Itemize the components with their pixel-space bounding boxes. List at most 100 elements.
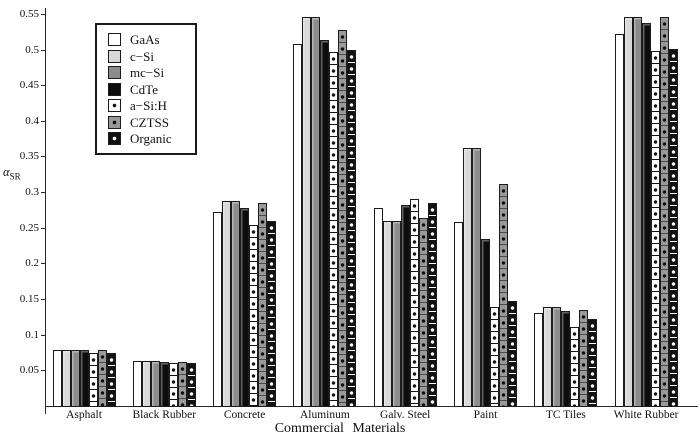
bar-CZTSS-aluminum — [338, 30, 347, 407]
bar-CZTSS-paint — [499, 184, 508, 407]
bar-mc-Si-aluminum — [311, 17, 320, 407]
bar-CdTe-white-rubber — [642, 23, 651, 407]
y-tick — [41, 120, 46, 122]
y-tick-label: 0.4 — [25, 114, 39, 127]
legend-item-gaas: GaAs — [108, 32, 195, 47]
y-tick-label: 0.1 — [25, 328, 39, 341]
bar-CZTSS-galv-steel — [419, 218, 428, 407]
bar-Organic-galv-steel — [428, 203, 437, 407]
bar-a-Si:H-asphalt — [89, 353, 98, 407]
x-category-label: Concrete — [223, 409, 266, 421]
legend-swatch-icon — [108, 115, 121, 129]
bar-Organic-paint — [508, 301, 517, 407]
y-tick-label: 0.55 — [19, 7, 39, 20]
bar-CZTSS-black-rubber — [178, 362, 187, 407]
x-category-label: White Rubber — [613, 409, 679, 421]
legend-item-c-si: c−Si — [108, 49, 195, 64]
y-tick — [41, 192, 46, 194]
bar-GaAs-tc-tiles — [534, 313, 543, 407]
legend-label: mc−Si — [130, 65, 165, 80]
bar-c-Si-white-rubber — [624, 17, 633, 407]
bar-a-Si:H-concrete — [249, 225, 258, 407]
bar-Organic-aluminum — [347, 50, 356, 407]
legend-swatch-icon — [108, 99, 121, 112]
legend-label: GaAs — [130, 32, 160, 47]
bar-CdTe-aluminum — [320, 40, 329, 407]
bar-GaAs-aluminum — [293, 44, 302, 407]
y-axis-title: αSR — [3, 165, 21, 182]
bar-a-Si:H-white-rubber — [651, 51, 660, 407]
bar-CdTe-tc-tiles — [561, 311, 570, 407]
legend-label: CdTe — [130, 81, 158, 97]
bar-Organic-black-rubber — [187, 363, 196, 407]
bar-c-Si-galv-steel — [383, 221, 392, 407]
legend-item-a-si-h: a−Si:H — [108, 98, 195, 113]
y-tick — [41, 85, 46, 87]
y-tick — [41, 299, 46, 301]
bar-CdTe-black-rubber — [160, 362, 169, 407]
bar-c-Si-black-rubber — [142, 361, 151, 407]
chart-legend: GaAs c−Si mc−Si CdTe a−Si:H CZTSS Organic — [95, 23, 197, 155]
y-tick-label: 0.25 — [19, 221, 39, 234]
bar-GaAs-black-rubber — [133, 361, 142, 407]
bar-c-Si-asphalt — [62, 350, 71, 407]
bar-CdTe-concrete — [240, 208, 249, 407]
bar-mc-Si-black-rubber — [151, 361, 160, 407]
bar-c-Si-paint — [463, 148, 472, 407]
bar-mc-Si-galv-steel — [392, 221, 401, 407]
legend-swatch-icon — [108, 33, 121, 46]
x-category-label: Galv. Steel — [380, 409, 431, 421]
y-tick — [41, 49, 46, 51]
legend-label: CZTSS — [130, 114, 170, 130]
bar-CdTe-galv-steel — [401, 205, 410, 407]
bar-a-Si:H-black-rubber — [169, 363, 178, 407]
alpha-subscript: SR — [9, 171, 21, 182]
bar-GaAs-white-rubber — [615, 34, 624, 407]
bar-mc-Si-tc-tiles — [552, 307, 561, 407]
bar-mc-Si-paint — [472, 148, 481, 407]
bar-Organic-concrete — [267, 221, 276, 407]
bar-CZTSS-white-rubber — [660, 17, 669, 407]
legend-swatch-icon — [108, 66, 121, 79]
x-category-label: Paint — [473, 409, 498, 421]
legend-swatch-icon — [108, 132, 121, 145]
bar-CZTSS-asphalt — [98, 350, 107, 407]
legend-item-organic: Organic — [108, 131, 195, 146]
bar-GaAs-paint — [454, 222, 463, 407]
bar-GaAs-asphalt — [53, 350, 62, 407]
bar-CZTSS-concrete — [258, 203, 267, 407]
bar-a-Si:H-galv-steel — [410, 199, 419, 407]
x-category-label: Aluminum — [299, 409, 350, 421]
legend-swatch-icon — [108, 82, 121, 96]
y-tick — [41, 334, 46, 336]
bar-Organic-tc-tiles — [588, 319, 597, 407]
bar-CdTe-paint — [481, 239, 490, 407]
bar-GaAs-concrete — [213, 212, 222, 407]
y-tick-label: 0.15 — [19, 293, 39, 306]
bar-Organic-asphalt — [107, 353, 116, 407]
y-tick — [41, 227, 46, 229]
y-axis-line — [45, 8, 46, 414]
x-category-label: Black Rubber — [132, 409, 197, 421]
y-tick-label: 0.3 — [25, 186, 39, 199]
bar-c-Si-concrete — [222, 201, 231, 407]
y-tick-label: 0.5 — [25, 43, 39, 56]
y-tick — [41, 156, 46, 158]
legend-item-mc-si: mc−Si — [108, 65, 195, 80]
y-tick-label: 0.2 — [25, 257, 39, 270]
legend-label: Organic — [130, 131, 172, 146]
legend-swatch-icon — [108, 49, 121, 63]
legend-item-cdte: CdTe — [108, 82, 195, 97]
x-category-label: TC Tiles — [545, 409, 586, 421]
bar-mc-Si-asphalt — [71, 350, 80, 407]
bar-mc-Si-concrete — [231, 201, 240, 407]
x-category-label: Asphalt — [66, 409, 102, 421]
x-axis-title: Commercial Materials — [274, 421, 406, 436]
y-tick-label: 0.45 — [19, 79, 39, 92]
legend-label: c−Si — [130, 48, 154, 64]
y-tick-label: 0.35 — [19, 150, 39, 163]
y-tick — [41, 370, 46, 372]
legend-label: a−Si:H — [130, 98, 167, 113]
bar-mc-Si-white-rubber — [633, 17, 642, 407]
